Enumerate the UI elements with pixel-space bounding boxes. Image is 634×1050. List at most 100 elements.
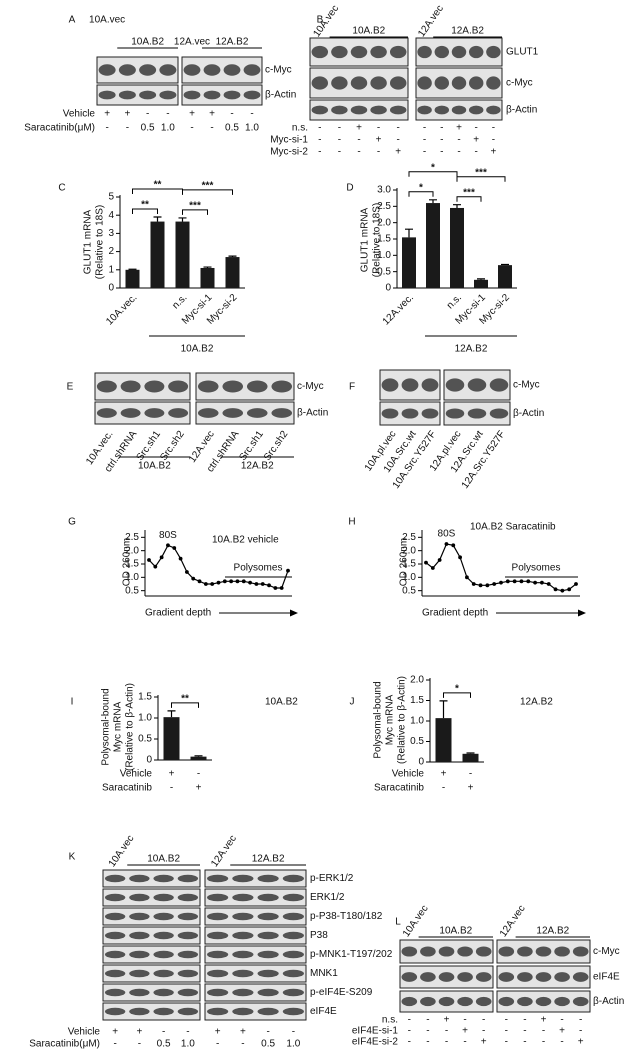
condition-mark: + xyxy=(215,1027,221,1038)
lane-header: 12A.vec xyxy=(174,37,210,48)
band xyxy=(370,45,387,59)
y-tick-label: 1.0 xyxy=(138,713,152,724)
row-label: p-P38-T180/182 xyxy=(310,911,383,922)
lane-header: 12A.B2 xyxy=(451,26,484,37)
condition-label: Vehicle xyxy=(392,769,425,780)
group-label: 10A.B2 xyxy=(138,461,171,472)
blot-strip xyxy=(102,964,201,983)
error-bar xyxy=(429,199,437,204)
band xyxy=(381,378,399,392)
band xyxy=(489,408,509,419)
point xyxy=(153,564,158,569)
condition-mark: - xyxy=(505,1015,508,1026)
band xyxy=(282,912,304,921)
panel-letter: E xyxy=(67,382,74,393)
band xyxy=(401,378,419,392)
band xyxy=(232,969,254,978)
condition-mark: + xyxy=(481,1037,487,1048)
row-label: c-Myc xyxy=(297,381,324,392)
y-tick-label: 2 xyxy=(108,246,114,257)
significance-label: *** xyxy=(475,167,487,178)
bar xyxy=(200,267,215,288)
point xyxy=(533,580,537,585)
band xyxy=(486,45,501,59)
band xyxy=(129,1007,150,1016)
point xyxy=(444,542,449,546)
condition-mark: - xyxy=(469,769,472,780)
band xyxy=(282,988,304,997)
group-label: 10A.B2 xyxy=(181,344,214,355)
y-tick-label: 0 xyxy=(146,755,152,766)
condition-mark: - xyxy=(408,1037,411,1048)
error-bar xyxy=(453,204,461,208)
panel-letter: F xyxy=(349,382,355,393)
error-bar xyxy=(501,263,509,266)
y-tick-label: 2.5 xyxy=(377,201,391,212)
y-tick-label: 1.5 xyxy=(125,559,139,570)
condition-mark: - xyxy=(357,135,360,146)
panel-letter: K xyxy=(69,852,76,863)
condition-mark: + xyxy=(376,135,382,146)
band xyxy=(282,931,304,940)
point xyxy=(451,543,456,548)
significance-bracket xyxy=(443,692,471,698)
y-tick-label: 0.5 xyxy=(138,734,152,745)
significance-label: * xyxy=(455,684,459,695)
band xyxy=(282,874,304,883)
point xyxy=(260,582,265,586)
condition-mark: - xyxy=(463,1015,466,1026)
band xyxy=(350,45,368,59)
y-axis-label: OD 260nm xyxy=(122,538,133,586)
condition-mark: - xyxy=(457,147,460,158)
condition-label: Vehicle xyxy=(63,109,96,120)
condition-mark: - xyxy=(377,147,380,158)
lane-header: 10A.vec xyxy=(89,15,125,26)
condition-mark: - xyxy=(440,123,443,134)
y-tick-label: 3 xyxy=(108,228,114,239)
condition-label: Myc-si-2 xyxy=(270,147,308,158)
bar xyxy=(225,257,240,288)
y-axis-label: Polysomal-bound xyxy=(373,681,384,758)
band xyxy=(475,996,492,1007)
lane-header: 12A.vec xyxy=(209,833,239,869)
band xyxy=(350,105,368,115)
band xyxy=(457,996,473,1007)
band xyxy=(572,946,589,957)
band xyxy=(159,90,177,100)
row-label: p-MNK1-T197/202 xyxy=(310,949,393,960)
lane-header: 12A.vec xyxy=(498,903,528,939)
band xyxy=(389,45,407,59)
y-tick-label: 2.5 xyxy=(402,532,416,543)
band xyxy=(257,931,279,940)
row-label: ERK1/2 xyxy=(310,892,345,903)
y-tick-label: 0 xyxy=(385,283,391,294)
blot-strip xyxy=(204,964,307,983)
row-label: β-Actin xyxy=(506,105,537,116)
condition-mark: - xyxy=(162,1027,165,1038)
band xyxy=(129,988,150,997)
y-tick-label: 0 xyxy=(418,757,424,768)
condition-mark: - xyxy=(146,109,149,120)
panel-letter: J xyxy=(350,697,355,708)
condition-mark: - xyxy=(542,1037,545,1048)
condition-mark: - xyxy=(505,1037,508,1048)
bar xyxy=(190,756,207,760)
condition-mark: - xyxy=(560,1015,563,1026)
condition-label: Vehicle xyxy=(120,769,153,780)
band xyxy=(177,912,199,921)
condition-label: Saracatinib(μM) xyxy=(24,123,95,134)
row-label: c-Myc xyxy=(265,65,292,76)
condition-mark: - xyxy=(338,147,341,158)
band xyxy=(486,105,501,115)
band xyxy=(554,972,570,982)
condition-mark: - xyxy=(492,123,495,134)
blot-strip xyxy=(181,84,263,106)
band xyxy=(451,45,467,59)
band xyxy=(118,90,136,100)
point xyxy=(574,582,578,586)
condition-mark: + xyxy=(196,783,202,794)
band xyxy=(350,76,368,90)
point xyxy=(166,543,170,548)
error-bar xyxy=(128,268,137,270)
point xyxy=(505,579,510,584)
